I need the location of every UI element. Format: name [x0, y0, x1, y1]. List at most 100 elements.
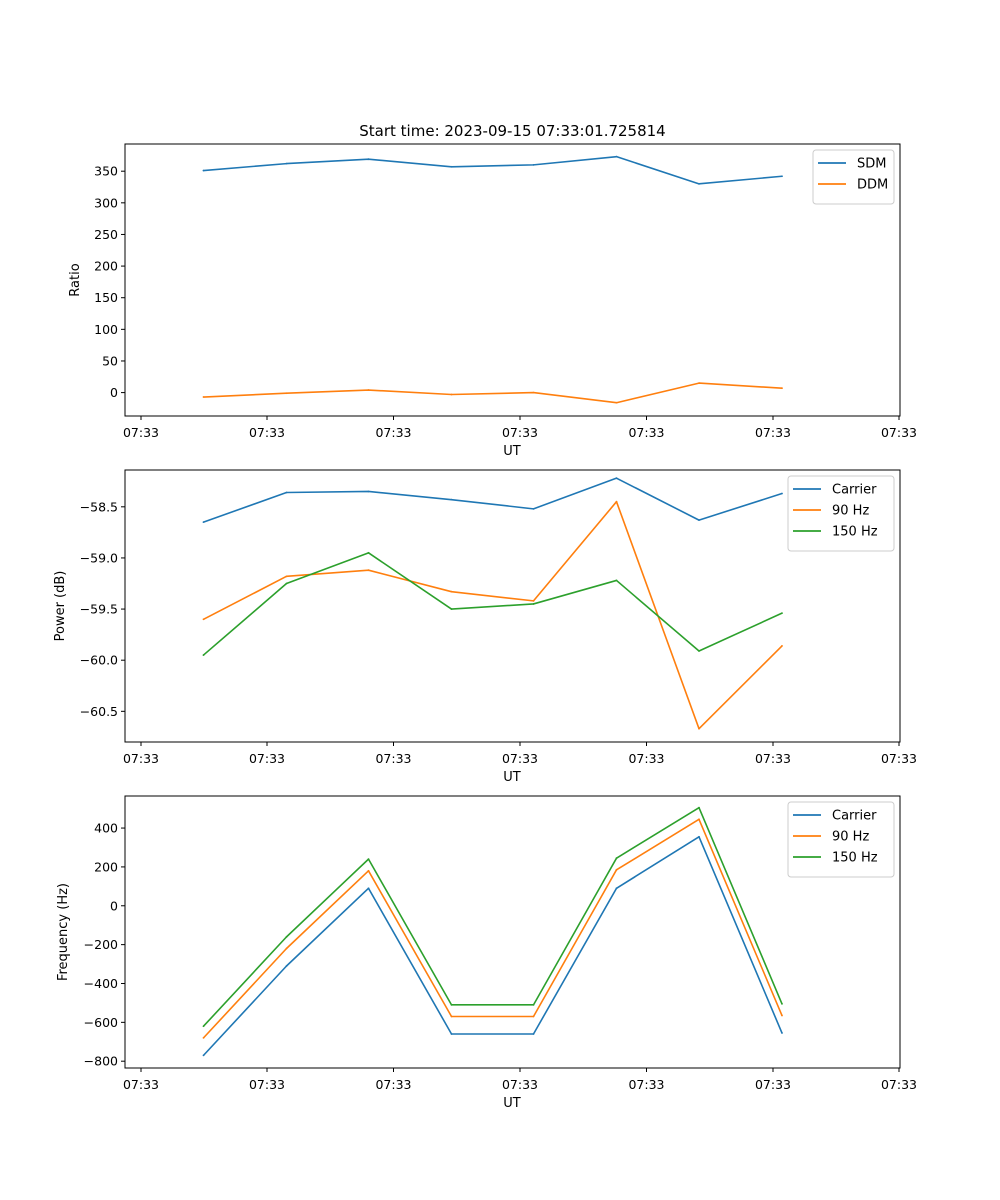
subplot-2: −60.5 −60.0 −59.5 −59.0 −58.5 07:33 07:33 07:33…: [53, 469, 917, 785]
data-point: [202, 1025, 205, 1028]
data-point: [781, 175, 783, 178]
data-point: [781, 612, 783, 615]
x-tick-label: 07:33: [249, 1077, 285, 1092]
y-tick-label: −200: [84, 937, 118, 952]
x-tick-label: 07:33: [123, 425, 159, 440]
data-point: [781, 1002, 783, 1005]
x-tick-label: 07:33: [502, 1077, 538, 1092]
subplot-1: 0 50 100 150 200 250 300 350 07:33 07:33 07:33 07:3…: [68, 143, 917, 459]
x-tick-label: 07:33: [881, 1077, 917, 1092]
y-tick-label: 400: [94, 821, 118, 836]
y-tick-label: 0: [110, 385, 118, 400]
series-line-90-hz: [202, 818, 783, 1039]
series-line-sdm: [203, 155, 783, 185]
series-line-150-hz: [202, 552, 783, 656]
data-point: [698, 818, 700, 821]
x-tick-label: 07:33: [755, 1077, 791, 1092]
data-point: [532, 1015, 535, 1018]
data-point: [367, 490, 370, 493]
legend-label: 150 Hz: [832, 851, 878, 866]
x-tick-label: 07:33: [123, 1077, 159, 1092]
data-point: [781, 492, 783, 495]
data-point: [367, 551, 370, 554]
data-point: [202, 1054, 205, 1057]
data-point: [781, 644, 783, 647]
legend-label: 90 Hz: [832, 830, 869, 845]
data-point: [202, 1036, 205, 1039]
y-tick-label: 350: [94, 164, 118, 179]
y-tick-label: −59.0: [80, 550, 118, 565]
x-tick-label: 07:33: [123, 751, 159, 766]
legend-label: Carrier: [832, 483, 877, 498]
data-point: [698, 182, 700, 185]
data-point: [450, 1033, 453, 1035]
data-point: [532, 1033, 535, 1035]
data-point: [532, 163, 535, 166]
series-line-carrier: [202, 835, 783, 1056]
data-point: [698, 519, 700, 522]
data-point: [615, 857, 618, 860]
data-point: [450, 590, 453, 593]
subplot-3: −800 −600 −400 −200 0 200 400 07:33 07:33 07:33 07…: [56, 795, 917, 1111]
data-point: [532, 599, 535, 602]
x-tick-label: 07:33: [755, 425, 791, 440]
data-point: [781, 1032, 783, 1034]
y-tick-label: 50: [102, 353, 118, 368]
data-point: [615, 155, 618, 158]
y-tick-label: 200: [94, 859, 118, 874]
y-axis-label: Power (dB): [53, 571, 68, 642]
x-tick-label: 07:33: [249, 425, 285, 440]
y-axis-label: Ratio: [68, 263, 83, 296]
y-tick-label: −800: [84, 1054, 118, 1069]
y-tick-label: 300: [94, 195, 118, 210]
axes-frame: [124, 795, 901, 1069]
data-point: [285, 162, 288, 165]
x-tick-label: 07:33: [502, 751, 538, 766]
data-point: [450, 1003, 453, 1006]
data-point: [698, 806, 700, 809]
x-axis-label: UT: [503, 1096, 521, 1111]
x-tick-label: 07:33: [628, 1077, 664, 1092]
data-point: [285, 582, 288, 585]
data-point: [450, 393, 453, 396]
legend-label: SDM: [857, 157, 886, 172]
series-line-ddm: [203, 382, 783, 404]
data-point: [698, 382, 700, 385]
legend-label: 150 Hz: [832, 525, 878, 540]
data-point: [202, 618, 205, 621]
x-tick-label: 07:33: [375, 425, 411, 440]
data-point: [450, 1015, 453, 1018]
x-tick-label: 07:33: [881, 751, 917, 766]
x-tick-label: 07:33: [375, 1077, 411, 1092]
x-tick-label: 07:33: [755, 751, 791, 766]
x-tick-label: 07:33: [628, 751, 664, 766]
data-point: [367, 858, 370, 861]
legend: Carrier 90 Hz 150 Hz: [787, 475, 895, 552]
series-line-90-hz: [203, 500, 783, 730]
data-point: [615, 401, 618, 404]
y-tick-label: 200: [94, 259, 118, 274]
data-point: [450, 498, 453, 501]
y-tick-label: −600: [84, 1015, 118, 1030]
x-tick-label: 07:33: [881, 425, 917, 440]
y-tick-label: −59.5: [80, 602, 118, 617]
data-point: [450, 608, 453, 610]
data-point: [285, 392, 288, 395]
data-point: [532, 1003, 535, 1006]
x-axis-label: UT: [503, 770, 521, 785]
axes-frame: [124, 469, 901, 743]
y-tick-label: 150: [94, 290, 118, 305]
y-tick-label: 0: [110, 898, 118, 913]
data-point: [781, 387, 783, 390]
y-tick-label: −60.5: [80, 704, 118, 719]
x-axis-label: UT: [503, 444, 521, 459]
data-point: [698, 835, 700, 838]
data-point: [532, 507, 535, 510]
legend-box: [787, 801, 895, 878]
data-point: [367, 887, 370, 890]
data-point: [367, 569, 370, 572]
data-point: [615, 887, 618, 890]
axes-frame: [124, 143, 901, 417]
series-line-150-hz: [202, 806, 783, 1027]
x-tick-label: 07:33: [375, 751, 411, 766]
